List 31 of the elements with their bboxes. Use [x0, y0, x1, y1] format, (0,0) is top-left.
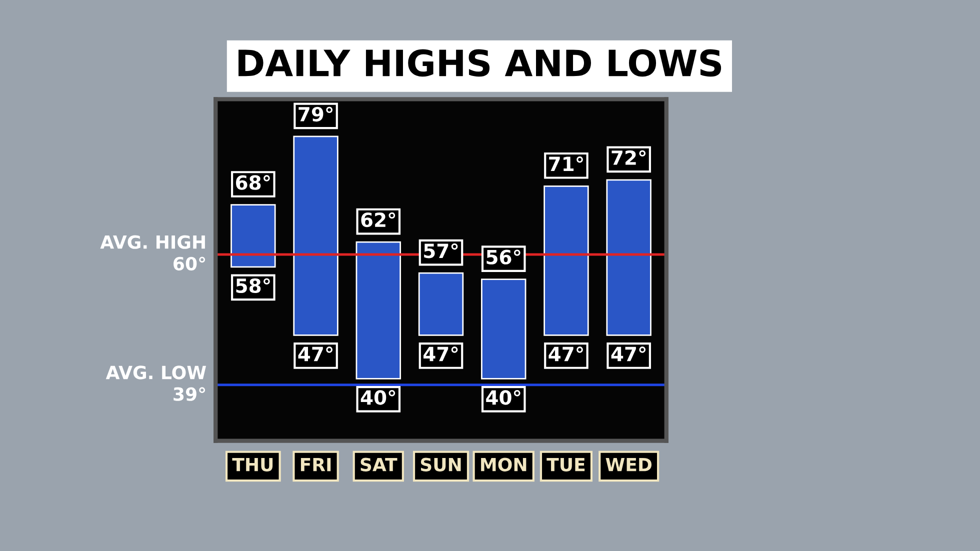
annotation: 72°	[612, 150, 646, 165]
x-tick-label: WED	[606, 458, 652, 472]
annotation: 79°	[298, 106, 332, 122]
ref-line-label: AVG. LOW 39°	[106, 366, 206, 401]
x-tick-label: MON	[481, 458, 526, 472]
annotation: 47°	[423, 346, 458, 362]
x-tick-label: SAT	[360, 458, 398, 472]
annotation: 62°	[361, 212, 396, 228]
annotation: 47°	[611, 346, 646, 362]
annotation: 57°	[424, 243, 458, 258]
annotation: 47°	[298, 346, 332, 362]
bar	[481, 278, 526, 380]
annotation: 58°	[236, 278, 270, 294]
bar	[293, 136, 338, 336]
x-tick-label: FRI	[300, 458, 331, 472]
bar	[418, 272, 464, 336]
bar	[230, 204, 276, 268]
x-tick-label: TUE	[546, 458, 585, 472]
chart-title: DAILY HIGHS AND LOWS	[238, 49, 722, 77]
annotation: 71°	[549, 156, 583, 171]
annotation: 47°	[548, 346, 583, 362]
x-tick-label: THU	[232, 458, 273, 472]
x-tick-label: SUN	[420, 458, 461, 472]
annotation: 56°	[486, 250, 520, 264]
bar	[606, 179, 652, 336]
annotation: 40°	[486, 390, 520, 405]
annotation: 68°	[236, 175, 270, 190]
bar	[356, 241, 401, 380]
bar	[544, 185, 589, 336]
ref-line-label: AVG. HIGH 60°	[100, 235, 205, 270]
annotation: 40°	[360, 390, 396, 405]
